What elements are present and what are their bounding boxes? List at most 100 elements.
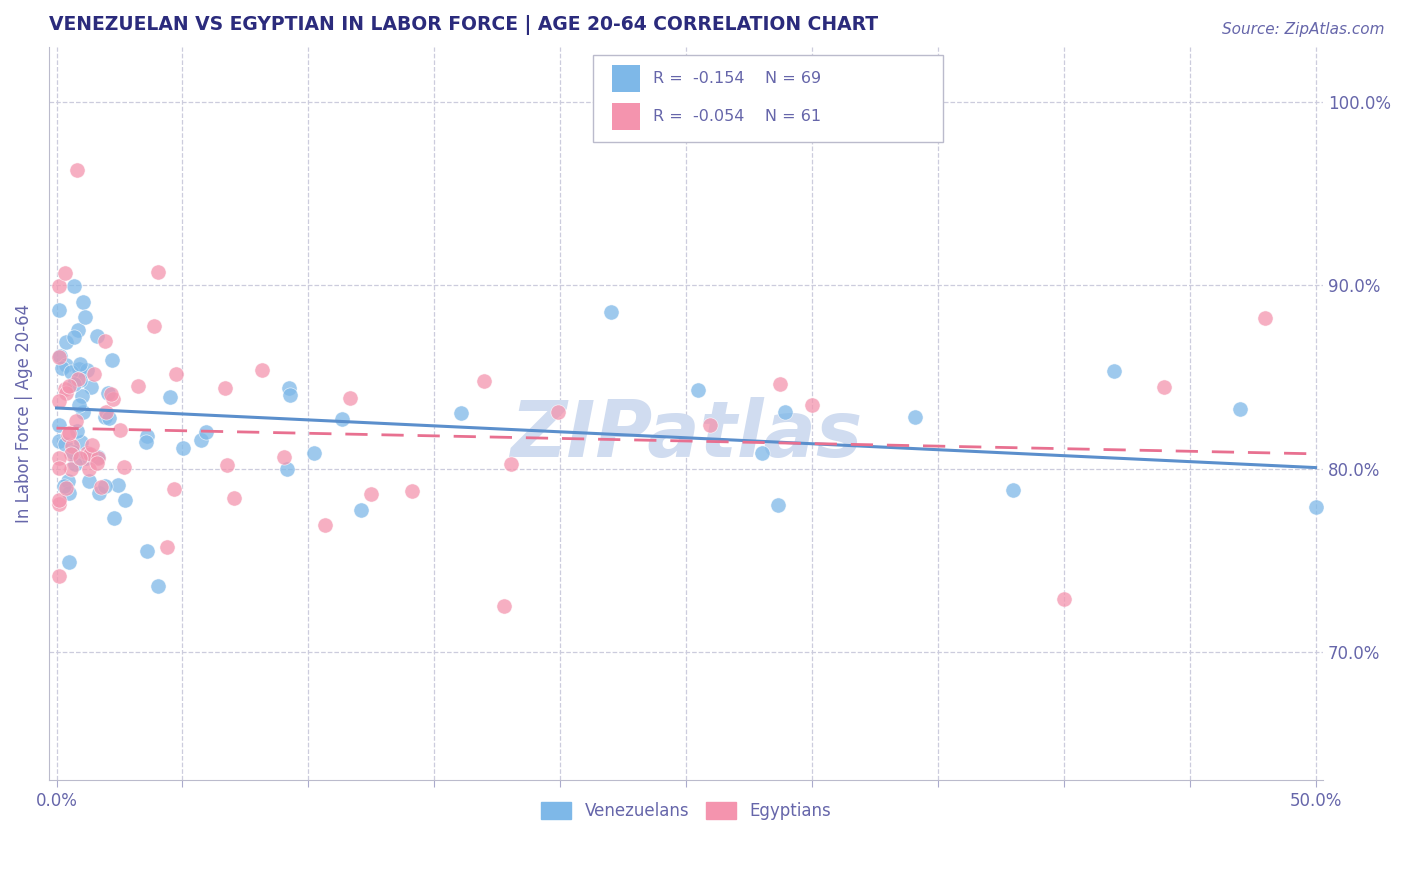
Point: [80, 380, 103, 394]
Point: [1153, 380, 1175, 394]
Point: [72, 405, 94, 419]
Point: [69, 450, 91, 465]
Point: [48, 302, 70, 317]
Point: [66, 425, 89, 439]
Point: [83, 367, 105, 381]
Y-axis label: In Labor Force | Age 20-64: In Labor Force | Age 20-64: [15, 304, 32, 523]
Point: [53, 266, 76, 280]
Text: ZIPatlas: ZIPatlas: [510, 398, 862, 474]
Point: [135, 435, 157, 450]
Point: [80, 438, 103, 452]
Point: [48, 278, 70, 293]
Point: [277, 381, 299, 395]
Point: [55, 386, 77, 401]
Point: [217, 458, 239, 472]
Point: [547, 404, 569, 418]
Point: [60, 462, 83, 476]
Point: [55, 358, 77, 372]
Point: [94, 405, 117, 419]
Point: [360, 487, 382, 501]
Point: [55, 481, 77, 495]
Point: [70, 389, 93, 403]
FancyBboxPatch shape: [612, 64, 640, 93]
Point: [148, 265, 170, 279]
Point: [55, 334, 77, 349]
Point: [330, 412, 353, 426]
Point: [172, 441, 194, 455]
Point: [90, 480, 112, 494]
Point: [67, 361, 90, 376]
Point: [112, 459, 135, 474]
Point: [58, 425, 80, 440]
Point: [72, 294, 94, 309]
Point: [75, 451, 97, 466]
Point: [97, 385, 120, 400]
Point: [904, 410, 927, 425]
Point: [101, 352, 124, 367]
Point: [143, 319, 166, 334]
Point: [194, 425, 217, 439]
Point: [60, 439, 83, 453]
Point: [136, 429, 159, 443]
Point: [190, 434, 212, 448]
Point: [127, 379, 149, 393]
Point: [56, 427, 79, 442]
Point: [86, 328, 108, 343]
Point: [76, 363, 98, 377]
Point: [51, 360, 73, 375]
Point: [103, 392, 125, 406]
Point: [63, 330, 86, 344]
Point: [1002, 483, 1025, 497]
Point: [146, 579, 169, 593]
Point: [163, 483, 186, 497]
Point: [62, 278, 84, 293]
Point: [273, 450, 295, 464]
Point: [48, 460, 70, 475]
Point: [107, 478, 129, 492]
Point: [800, 398, 823, 412]
Point: [136, 544, 159, 558]
Point: [156, 540, 179, 554]
Point: [48, 350, 70, 364]
Point: [48, 492, 70, 507]
Point: [751, 446, 773, 460]
Point: [87, 450, 110, 465]
Point: [94, 334, 117, 349]
Point: [100, 387, 122, 401]
Text: Source: ZipAtlas.com: Source: ZipAtlas.com: [1222, 22, 1385, 37]
Point: [55, 382, 77, 396]
Point: [252, 362, 274, 376]
Point: [77, 474, 100, 488]
Point: [499, 457, 522, 471]
Point: [65, 414, 87, 428]
Point: [58, 486, 80, 500]
Text: R =  -0.154    N = 69: R = -0.154 N = 69: [652, 71, 821, 86]
Point: [59, 447, 82, 461]
Text: VENEZUELAN VS EGYPTIAN IN LABOR FORCE | AGE 20-64 CORRELATION CHART: VENEZUELAN VS EGYPTIAN IN LABOR FORCE | …: [49, 15, 879, 35]
Point: [278, 387, 301, 401]
Point: [58, 474, 80, 488]
Point: [79, 447, 101, 461]
Point: [97, 411, 120, 425]
Point: [688, 383, 710, 397]
Point: [1254, 311, 1277, 326]
Point: [48, 393, 70, 408]
Point: [48, 417, 70, 432]
Point: [103, 510, 125, 524]
Point: [59, 365, 82, 379]
Point: [66, 372, 89, 386]
Point: [66, 162, 89, 177]
Point: [48, 349, 70, 363]
Point: [87, 450, 110, 465]
Point: [472, 374, 495, 388]
Text: R =  -0.054    N = 61: R = -0.054 N = 61: [652, 109, 821, 124]
Point: [62, 444, 84, 458]
Point: [302, 446, 325, 460]
Point: [766, 498, 789, 512]
Point: [492, 599, 515, 613]
Point: [1305, 500, 1327, 514]
Point: [89, 486, 111, 500]
Point: [314, 517, 336, 532]
Point: [69, 358, 91, 372]
Point: [67, 398, 90, 412]
